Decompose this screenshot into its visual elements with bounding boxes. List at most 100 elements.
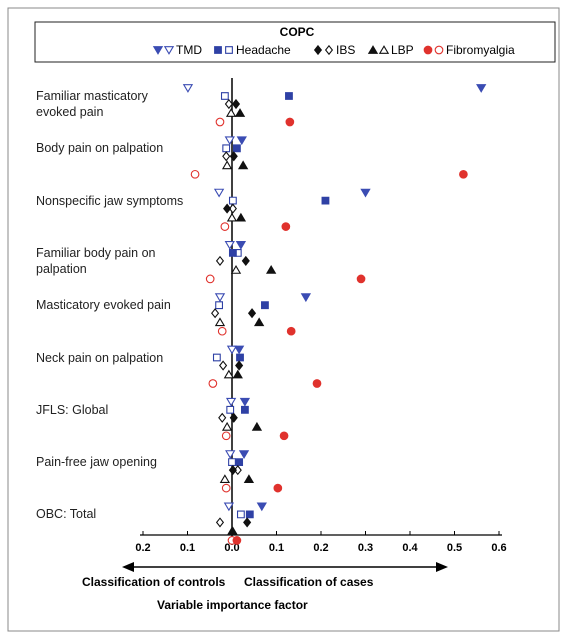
case-marker	[285, 117, 295, 127]
control-marker	[228, 458, 236, 467]
case-marker	[243, 517, 252, 528]
x-tick-label: 0.6	[491, 542, 506, 554]
x-tick-label: 0.5	[447, 542, 462, 554]
case-marker	[312, 379, 322, 388]
legend-symbol	[367, 45, 379, 54]
control-marker	[221, 160, 233, 170]
x-tick-label: 0.1	[180, 542, 195, 554]
case-marker	[476, 84, 487, 93]
legend-label: TMD	[176, 43, 202, 57]
case-marker	[300, 293, 312, 303]
control-marker	[219, 474, 231, 484]
case-marker	[240, 405, 249, 414]
case-marker	[245, 510, 254, 519]
case-marker	[360, 188, 371, 198]
legend-symbol	[434, 45, 444, 55]
control-marker	[218, 412, 227, 423]
control-marker	[224, 136, 235, 146]
case-marker	[233, 345, 245, 355]
legend-symbol	[324, 44, 334, 56]
control-marker	[214, 317, 226, 327]
category-label: Masticatory evoked pain	[36, 298, 171, 313]
control-marker	[221, 431, 231, 441]
case-marker	[256, 502, 267, 512]
control-marker	[208, 379, 218, 388]
control-marker	[226, 345, 238, 355]
case-marker	[237, 160, 249, 170]
case-marker	[285, 92, 293, 100]
x-tick-label: 0.3	[358, 542, 373, 554]
control-marker	[215, 255, 225, 266]
category-label: JFLS: Global	[36, 402, 109, 417]
case-marker	[231, 98, 241, 110]
control-marker	[226, 212, 238, 222]
x-tick-label: 0.4	[402, 542, 418, 554]
case-marker	[239, 397, 251, 407]
control-marker	[212, 353, 221, 362]
case-marker	[229, 151, 238, 162]
case-marker	[253, 317, 265, 327]
x-tick-label: 0.0	[224, 542, 239, 554]
case-marker	[232, 536, 242, 545]
category-label: Familiar body pain on palpation	[36, 245, 156, 276]
case-marker	[235, 360, 244, 371]
legend-symbol	[313, 44, 323, 56]
control-marker	[220, 222, 230, 231]
case-marker	[236, 136, 247, 146]
x-tick-label: 0.1	[269, 542, 284, 554]
control-marker	[221, 483, 231, 493]
control-marker	[222, 144, 231, 153]
case-marker	[261, 301, 269, 310]
control-marker	[228, 203, 237, 214]
category-label: Nonspecific jaw symptoms	[36, 193, 184, 208]
case-marker	[234, 108, 246, 117]
legend-symbol	[225, 46, 233, 54]
control-marker	[226, 405, 235, 414]
control-marker	[182, 84, 194, 93]
case-marker	[235, 212, 247, 222]
category-label: Familiar masticatory evoked pain	[36, 89, 148, 119]
control-marker	[220, 92, 229, 100]
control-marker	[223, 369, 235, 379]
control-marker	[213, 188, 225, 198]
legend-symbol	[214, 46, 222, 54]
legend-label: Headache	[236, 43, 291, 57]
control-marker	[214, 293, 226, 303]
x-tick-label: 0.2	[313, 542, 328, 554]
category-label: Neck pain on palpation	[36, 350, 164, 365]
case-marker	[223, 203, 232, 214]
control-marker	[224, 98, 233, 110]
case-marker	[273, 483, 283, 493]
case-marker	[232, 144, 241, 153]
control-marker	[225, 450, 236, 459]
case-marker	[247, 308, 257, 319]
case-marker	[243, 474, 255, 484]
control-marker	[223, 502, 235, 512]
case-marker	[279, 431, 289, 441]
case-marker	[238, 450, 250, 459]
case-marker	[235, 458, 244, 467]
legend-symbol	[152, 46, 164, 55]
legend-label: IBS	[336, 43, 355, 57]
control-marker	[190, 169, 200, 179]
case-marker	[235, 240, 247, 250]
legend-symbol	[423, 45, 433, 55]
control-marker	[215, 301, 224, 310]
case-marker	[236, 353, 244, 362]
control-marker	[217, 326, 227, 336]
case-marker	[281, 222, 291, 231]
annotation: Classification of cases	[244, 575, 374, 589]
legend-title: COPC	[280, 25, 315, 39]
legend-label: LBP	[391, 43, 414, 57]
case-marker	[228, 465, 237, 476]
control-marker	[222, 151, 231, 162]
control-marker	[230, 265, 242, 274]
case-marker	[228, 248, 237, 257]
case-marker	[321, 196, 330, 205]
legend-symbol	[163, 46, 175, 55]
control-marker	[205, 274, 215, 284]
legend-symbol	[378, 45, 390, 54]
control-marker	[228, 196, 237, 205]
